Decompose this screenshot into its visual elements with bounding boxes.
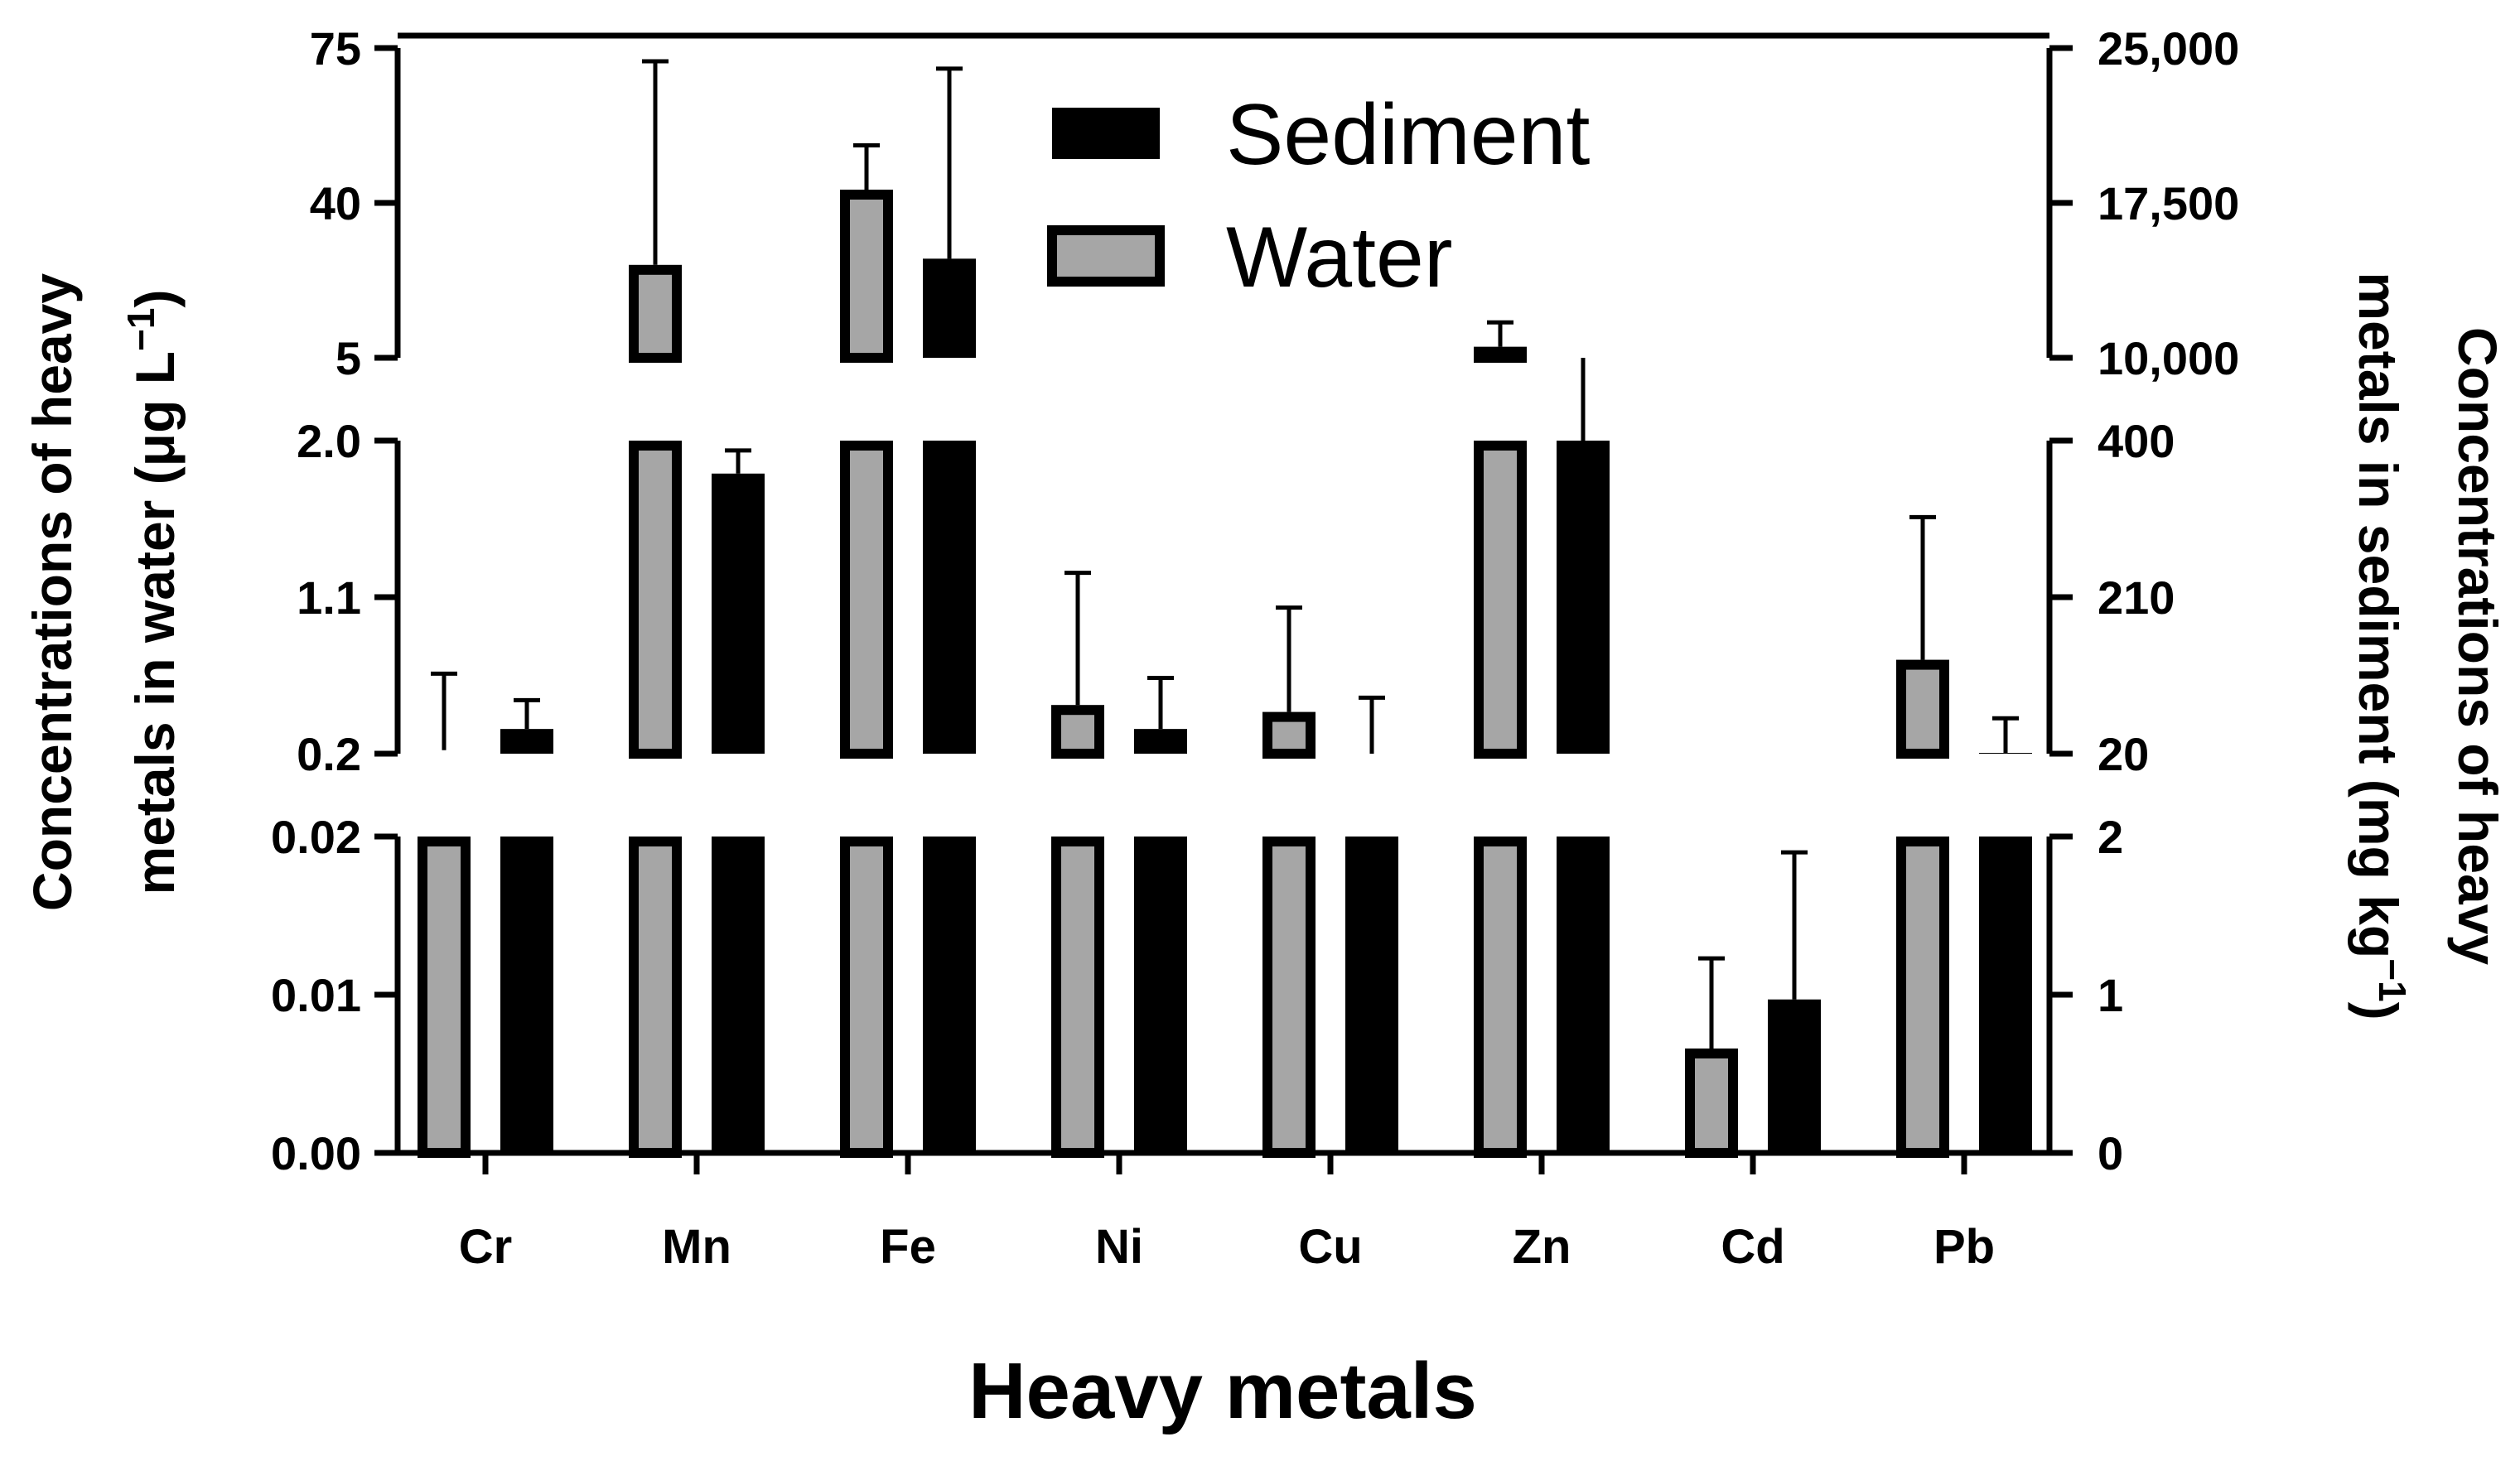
left-tick-label: 0.2 [297, 728, 361, 780]
bars-layer [418, 59, 2032, 1158]
labels-layer: 0.00 0.01 0.02 0.2 1.1 2.0 5 40 75 0 1 2 20 210 400 10,… [271, 22, 2239, 1274]
bar-sediment-cu-seg0 [1345, 837, 1398, 1153]
bar-water-zn-seg0 [1474, 837, 1527, 1158]
left-tick-label: 2.0 [297, 415, 361, 467]
bar-sediment-fe-seg2 [923, 258, 976, 358]
bar-sediment-fe-seg0 [923, 837, 976, 1153]
bar-sediment-zn-seg0 [1557, 837, 1610, 1153]
bar-sediment-cr-seg0 [500, 837, 553, 1153]
bar-water-cd-seg0 [1685, 1048, 1738, 1158]
x-tick-label-cu: Cu [1298, 1220, 1362, 1274]
bar-water-cu-seg1 [1262, 711, 1316, 759]
left-tick-label: 1.1 [297, 571, 361, 624]
left-tick-label: 0.02 [271, 811, 361, 863]
axes-layer [374, 32, 2073, 1174]
legend: Sediment Water [1047, 87, 1590, 306]
legend-swatch-water [1047, 225, 1165, 287]
left-tick-label: 75 [310, 22, 361, 75]
bar-water-ni-seg1 [1051, 705, 1104, 759]
bar-sediment-ni-seg0 [1134, 837, 1187, 1153]
legend-label-water: Water [1226, 210, 1453, 306]
x-tick-label-cr: Cr [459, 1220, 512, 1274]
bar-sediment-fe-seg1 [923, 441, 976, 754]
left-tick-label: 5 [336, 332, 361, 384]
bar-water-cr-seg0 [418, 837, 471, 1158]
right-tick-label: 17,500 [2098, 177, 2239, 229]
y-axis-title-right-line1: Concentrations of heavy [2447, 327, 2508, 965]
y-axis-title-right: Concentrations of heavy metals in sedime… [2348, 272, 2508, 1020]
left-tick-label: 0.01 [271, 969, 361, 1021]
bar-water-zn-seg2 [1474, 346, 1527, 363]
legend-label-sediment: Sediment [1226, 87, 1590, 183]
bar-water-fe-seg0 [840, 837, 893, 1158]
x-tick-label-zn: Zn [1513, 1220, 1571, 1274]
y-axis-title-left-line2: metals in water (μg L−1) [119, 290, 186, 895]
bar-sediment-ni-seg1 [1134, 729, 1187, 754]
bar-water-pb-seg0 [1896, 837, 1949, 1158]
bar-sediment-mn-seg1 [712, 473, 765, 754]
y-axis-title-left: Concentrations of heavy metals in water … [22, 273, 186, 911]
right-tick-label: 0 [2098, 1127, 2123, 1179]
bar-water-mn-seg1 [629, 441, 682, 759]
right-tick-label: 25,000 [2098, 22, 2239, 75]
bar-water-pb-seg1 [1896, 659, 1949, 759]
x-axis-title: Heavy metals [968, 1347, 1477, 1435]
bar-water-mn-seg0 [629, 837, 682, 1158]
bar-water-mn-seg2 [629, 264, 682, 363]
bar-water-fe-seg2 [840, 189, 893, 363]
x-tick-label-cd: Cd [1721, 1220, 1784, 1274]
right-tick-label: 400 [2098, 415, 2175, 467]
y-axis-title-left-line1: Concentrations of heavy [22, 273, 83, 911]
bar-water-ni-seg0 [1051, 837, 1104, 1158]
right-tick-label: 210 [2098, 571, 2175, 624]
right-tick-label: 20 [2098, 728, 2149, 780]
right-tick-label: 10,000 [2098, 332, 2239, 384]
bar-sediment-mn-seg0 [712, 837, 765, 1153]
bar-sediment-cr-seg1 [500, 729, 553, 754]
right-tick-label: 2 [2098, 811, 2123, 863]
left-tick-label: 0.00 [271, 1127, 361, 1179]
legend-swatch-sediment [1052, 108, 1160, 159]
x-tick-label-pb: Pb [1933, 1220, 1995, 1274]
x-tick-label-fe: Fe [880, 1220, 936, 1274]
bar-water-fe-seg1 [840, 441, 893, 759]
bar-sediment-cd-seg0 [1768, 999, 1821, 1153]
bar-water-zn-seg1 [1474, 441, 1527, 759]
bar-sediment-pb-seg0 [1979, 837, 2032, 1153]
right-tick-label: 1 [2098, 969, 2123, 1021]
left-tick-label: 40 [310, 177, 361, 229]
x-tick-label-ni: Ni [1095, 1220, 1143, 1274]
bar-sediment-pb-seg1 [1979, 753, 2032, 754]
bar-water-cu-seg0 [1262, 837, 1316, 1158]
y-axis-title-right-line2: metals in sediment (mg kg−1) [2348, 272, 2414, 1020]
x-tick-label-mn: Mn [662, 1220, 731, 1274]
